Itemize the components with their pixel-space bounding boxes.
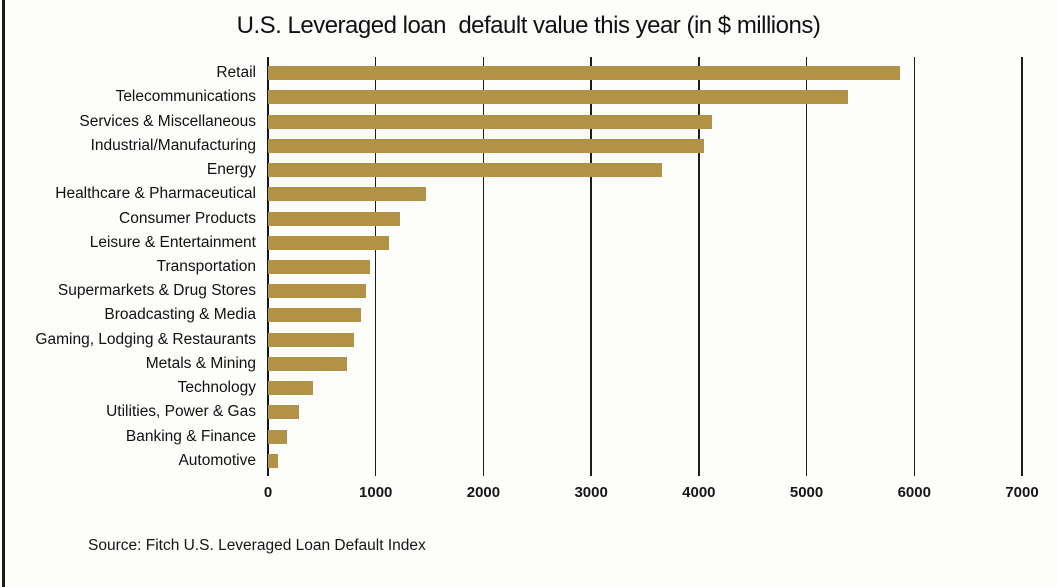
window-left-border <box>2 0 5 587</box>
bar-retail <box>268 66 900 81</box>
bar-metals-mining <box>268 356 347 371</box>
bar-industrial-manufacturing <box>268 138 705 153</box>
category-label: Healthcare & Pharmaceutical <box>55 185 256 203</box>
x-tick-label: 2000 <box>466 484 501 501</box>
category-label: Telecommunications <box>115 88 256 106</box>
gridline <box>805 57 808 476</box>
bar-technology <box>268 381 314 396</box>
category-label: Services & Miscellaneous <box>79 112 256 130</box>
bar-transportation <box>268 259 371 274</box>
bar-row <box>268 376 1022 400</box>
bar-row <box>268 109 1022 133</box>
bar-row <box>268 352 1022 376</box>
bar-consumer-products <box>268 211 400 226</box>
x-tick-label: 4000 <box>682 484 716 501</box>
bars-layer <box>268 61 1022 473</box>
bar-row <box>268 303 1022 327</box>
bar-row <box>268 231 1022 255</box>
bar-row <box>268 206 1022 230</box>
gridline <box>698 57 700 476</box>
category-label: Banking & Finance <box>125 427 256 445</box>
category-label: Retail <box>216 64 256 82</box>
bar-healthcare-pharmaceutical <box>268 187 427 202</box>
bar-row <box>268 182 1022 206</box>
chart-title: U.S. Leveraged loan default value this y… <box>236 12 821 39</box>
bar-utilities-power-gas <box>268 405 299 420</box>
bar-row <box>268 61 1022 85</box>
bar-services-miscellaneous <box>268 114 713 129</box>
category-label: Energy <box>206 161 256 179</box>
bar-leisure-entertainment <box>268 235 390 250</box>
x-tick-label: 6000 <box>897 484 931 501</box>
category-label: Utilities, Power & Gas <box>106 403 256 421</box>
category-axis-labels: Retail Telecommunications Services & Misce… <box>0 61 256 473</box>
bar-banking-finance <box>268 429 287 444</box>
x-tick-label: 5000 <box>789 484 824 501</box>
gridline <box>374 57 377 476</box>
category-label: Automotive <box>178 451 256 469</box>
category-label: Supermarkets & Drug Stores <box>57 282 256 300</box>
category-label: Leisure & Entertainment <box>89 233 256 251</box>
x-axis-tick-labels: 0 1000 2000 3000 4000 5000 6000 7000 <box>264 484 1039 506</box>
bar-row <box>268 328 1022 352</box>
bar-row <box>268 400 1022 424</box>
bar-energy <box>268 163 662 178</box>
category-label: Gaming, Lodging & Restaurants <box>35 330 256 348</box>
bar-row <box>268 279 1022 303</box>
bar-row <box>268 449 1022 473</box>
bar-row <box>268 158 1022 182</box>
source-note: Source: Fitch U.S. Leveraged Loan Defaul… <box>88 537 426 554</box>
bar-gaming-lodging-restaurants <box>268 332 355 347</box>
gridline <box>1021 57 1023 476</box>
bar-broadcasting-media <box>268 308 362 323</box>
bar-row <box>268 255 1022 279</box>
bar-supermarkets-drug-stores <box>268 284 367 299</box>
x-tick-label: 1000 <box>359 484 393 501</box>
bar-row <box>268 425 1022 449</box>
x-tick-label: 3000 <box>574 484 608 501</box>
gridline <box>482 57 485 476</box>
category-label: Broadcasting & Media <box>104 306 256 324</box>
bar-telecommunications <box>268 90 848 105</box>
bar-row <box>268 85 1022 109</box>
gridline <box>913 57 916 476</box>
category-label: Metals & Mining <box>145 354 256 372</box>
bar-automotive <box>268 453 278 468</box>
category-label: Consumer Products <box>119 209 256 227</box>
bar-row <box>268 134 1022 158</box>
category-label: Transportation <box>156 257 256 275</box>
category-label: Industrial/Manufacturing <box>90 136 256 154</box>
x-tick-label: 7000 <box>1005 484 1039 501</box>
gridline <box>590 57 592 476</box>
x-tick-label: 0 <box>263 484 273 501</box>
category-label: Technology <box>177 379 256 397</box>
